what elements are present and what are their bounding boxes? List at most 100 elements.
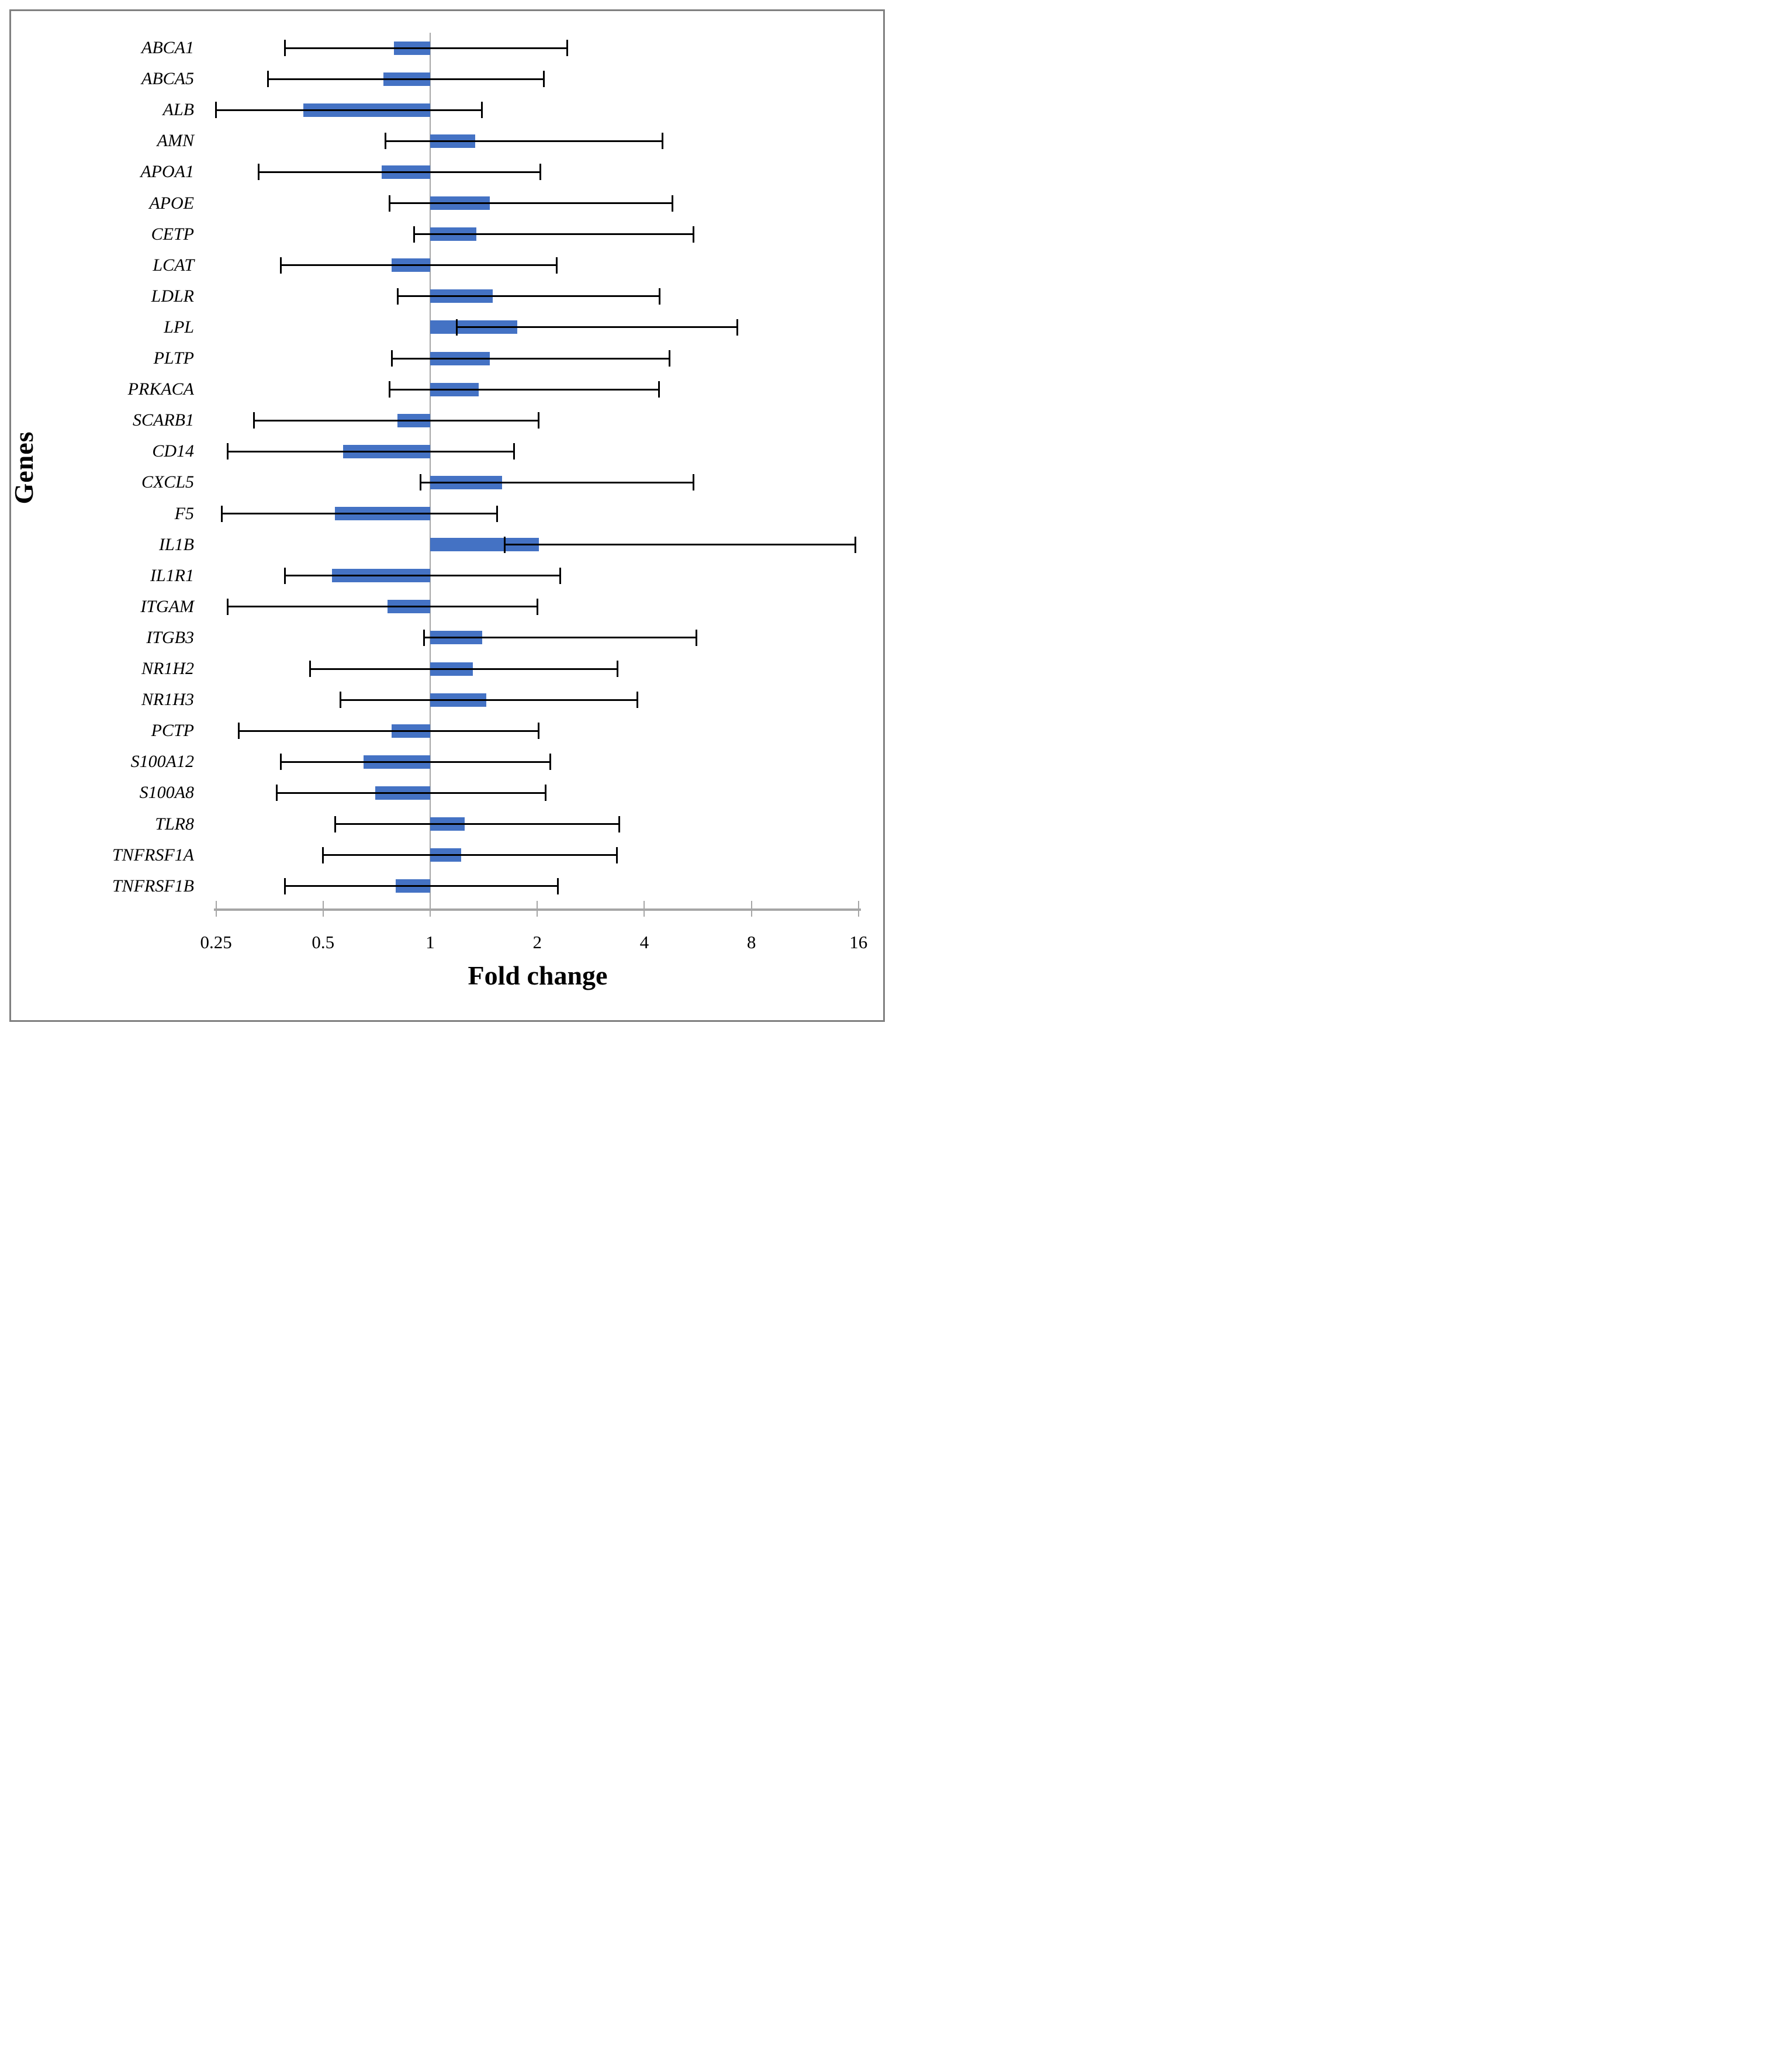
error-bar-cap-right (693, 226, 695, 243)
error-bar-cap-right (559, 567, 561, 584)
error-bar-cap-right (556, 257, 558, 274)
error-bar-line (216, 109, 482, 111)
gene-label: ABCA1 (141, 38, 194, 57)
error-bar-cap-right (549, 754, 552, 771)
x-tick (537, 901, 538, 917)
x-tick-label: 0.5 (312, 932, 335, 952)
error-bar-cap-right (658, 288, 660, 305)
error-bar-line (385, 140, 663, 142)
gene-label: APOA1 (140, 162, 194, 182)
error-bar-line (335, 823, 620, 825)
error-bar-line (504, 544, 856, 546)
error-bar-cap-right (513, 443, 515, 460)
error-bar-cap-right (662, 133, 664, 150)
gene-label: SCARB1 (133, 410, 194, 430)
x-tick (430, 901, 431, 917)
baseline-gridline (430, 33, 431, 908)
error-bar-line (258, 171, 541, 173)
error-bar-line (285, 47, 568, 49)
gene-label: TNFRSF1B (112, 876, 194, 896)
x-tick-label: 1 (425, 932, 435, 952)
error-bar-cap-left (227, 443, 229, 460)
error-bar-cap-left (456, 319, 458, 336)
error-bar-cap-left (309, 661, 312, 677)
gene-label: IL1B (159, 534, 194, 554)
error-bar-cap-right (855, 536, 857, 553)
x-tick (215, 901, 217, 917)
error-bar-cap-right (736, 319, 738, 336)
error-bar-cap-left (279, 257, 282, 274)
error-bar-line (285, 885, 558, 887)
error-bar-line (227, 450, 514, 452)
error-bar-cap-right (616, 847, 618, 863)
error-bar-line (227, 606, 538, 608)
gene-label: NR1H2 (141, 659, 194, 678)
error-bar-line (323, 854, 617, 856)
error-bar-line (389, 388, 659, 391)
gene-label: F5 (174, 503, 194, 523)
error-bar-cap-left (423, 629, 425, 646)
gene-label: AMN (157, 131, 194, 151)
error-bar-cap-right (616, 661, 618, 677)
error-bar-cap-left (221, 505, 223, 522)
error-bar-cap-right (695, 629, 697, 646)
gene-label: ITGB3 (146, 627, 194, 647)
error-bar-cap-right (481, 102, 483, 119)
error-bar-cap-right (496, 505, 498, 522)
error-bar-cap-left (390, 350, 393, 367)
error-bar-cap-right (618, 816, 620, 832)
error-bar-cap-left (267, 71, 269, 88)
error-bar-cap-left (420, 474, 422, 491)
figure: ABCA1 ABCA5 ALB AMN APOA1 APOE CETP LCAT LDLR LPL… (0, 0, 896, 1033)
x-axis-title: Fold change (468, 961, 608, 990)
error-bar-line (392, 357, 670, 360)
x-tick (322, 901, 324, 917)
gene-label: LCAT (153, 255, 194, 275)
error-bar-line (268, 78, 544, 80)
error-bar-line (389, 202, 673, 204)
gene-label: TLR8 (155, 814, 194, 834)
gene-label: ITGAM (140, 596, 194, 616)
gene-label: PRKACA (127, 379, 194, 399)
error-bar-cap-right (636, 692, 638, 709)
error-bar-cap-left (389, 381, 391, 398)
error-bar-cap-left (227, 598, 229, 615)
x-tick-label: 8 (746, 932, 756, 952)
error-bar-cap-left (279, 754, 282, 771)
error-bar-cap-left (283, 40, 286, 56)
x-tick-label: 0.25 (200, 932, 232, 952)
x-tick-label: 16 (849, 932, 868, 952)
gene-label: IL1R1 (150, 565, 194, 585)
x-tick-label: 4 (639, 932, 649, 952)
error-bar-cap-right (539, 164, 541, 181)
error-bar-cap-right (658, 381, 660, 398)
error-bar-cap-right (668, 350, 670, 367)
fold-change-bar (430, 538, 539, 552)
error-bar-cap-left (396, 288, 399, 305)
error-bar-cap-left (334, 816, 336, 832)
x-tick (857, 901, 859, 917)
error-bar-line (254, 419, 539, 422)
error-bar-cap-left (322, 847, 324, 863)
y-axis-title: Genes (9, 431, 39, 505)
error-bar-line (424, 637, 697, 639)
error-bar-cap-right (693, 474, 695, 491)
error-bar-cap-left (340, 692, 342, 709)
error-bar-cap-right (536, 598, 538, 615)
error-bar-cap-right (557, 877, 559, 894)
error-bar-line (420, 481, 694, 483)
error-bar-line (281, 761, 551, 763)
error-bar-line (238, 730, 539, 732)
error-bar-cap-left (215, 102, 217, 119)
gene-label: CETP (151, 224, 194, 244)
x-tick (644, 901, 645, 917)
error-bar-line (276, 792, 546, 794)
error-bar-cap-left (283, 877, 286, 894)
gene-label: CXCL5 (141, 472, 194, 492)
gene-label: TNFRSF1A (112, 845, 194, 865)
error-bar-line (414, 233, 694, 236)
error-bar-cap-left (413, 226, 415, 243)
error-bar-line (340, 699, 638, 701)
error-bar-line (222, 513, 497, 514)
error-bar-line (310, 668, 618, 670)
